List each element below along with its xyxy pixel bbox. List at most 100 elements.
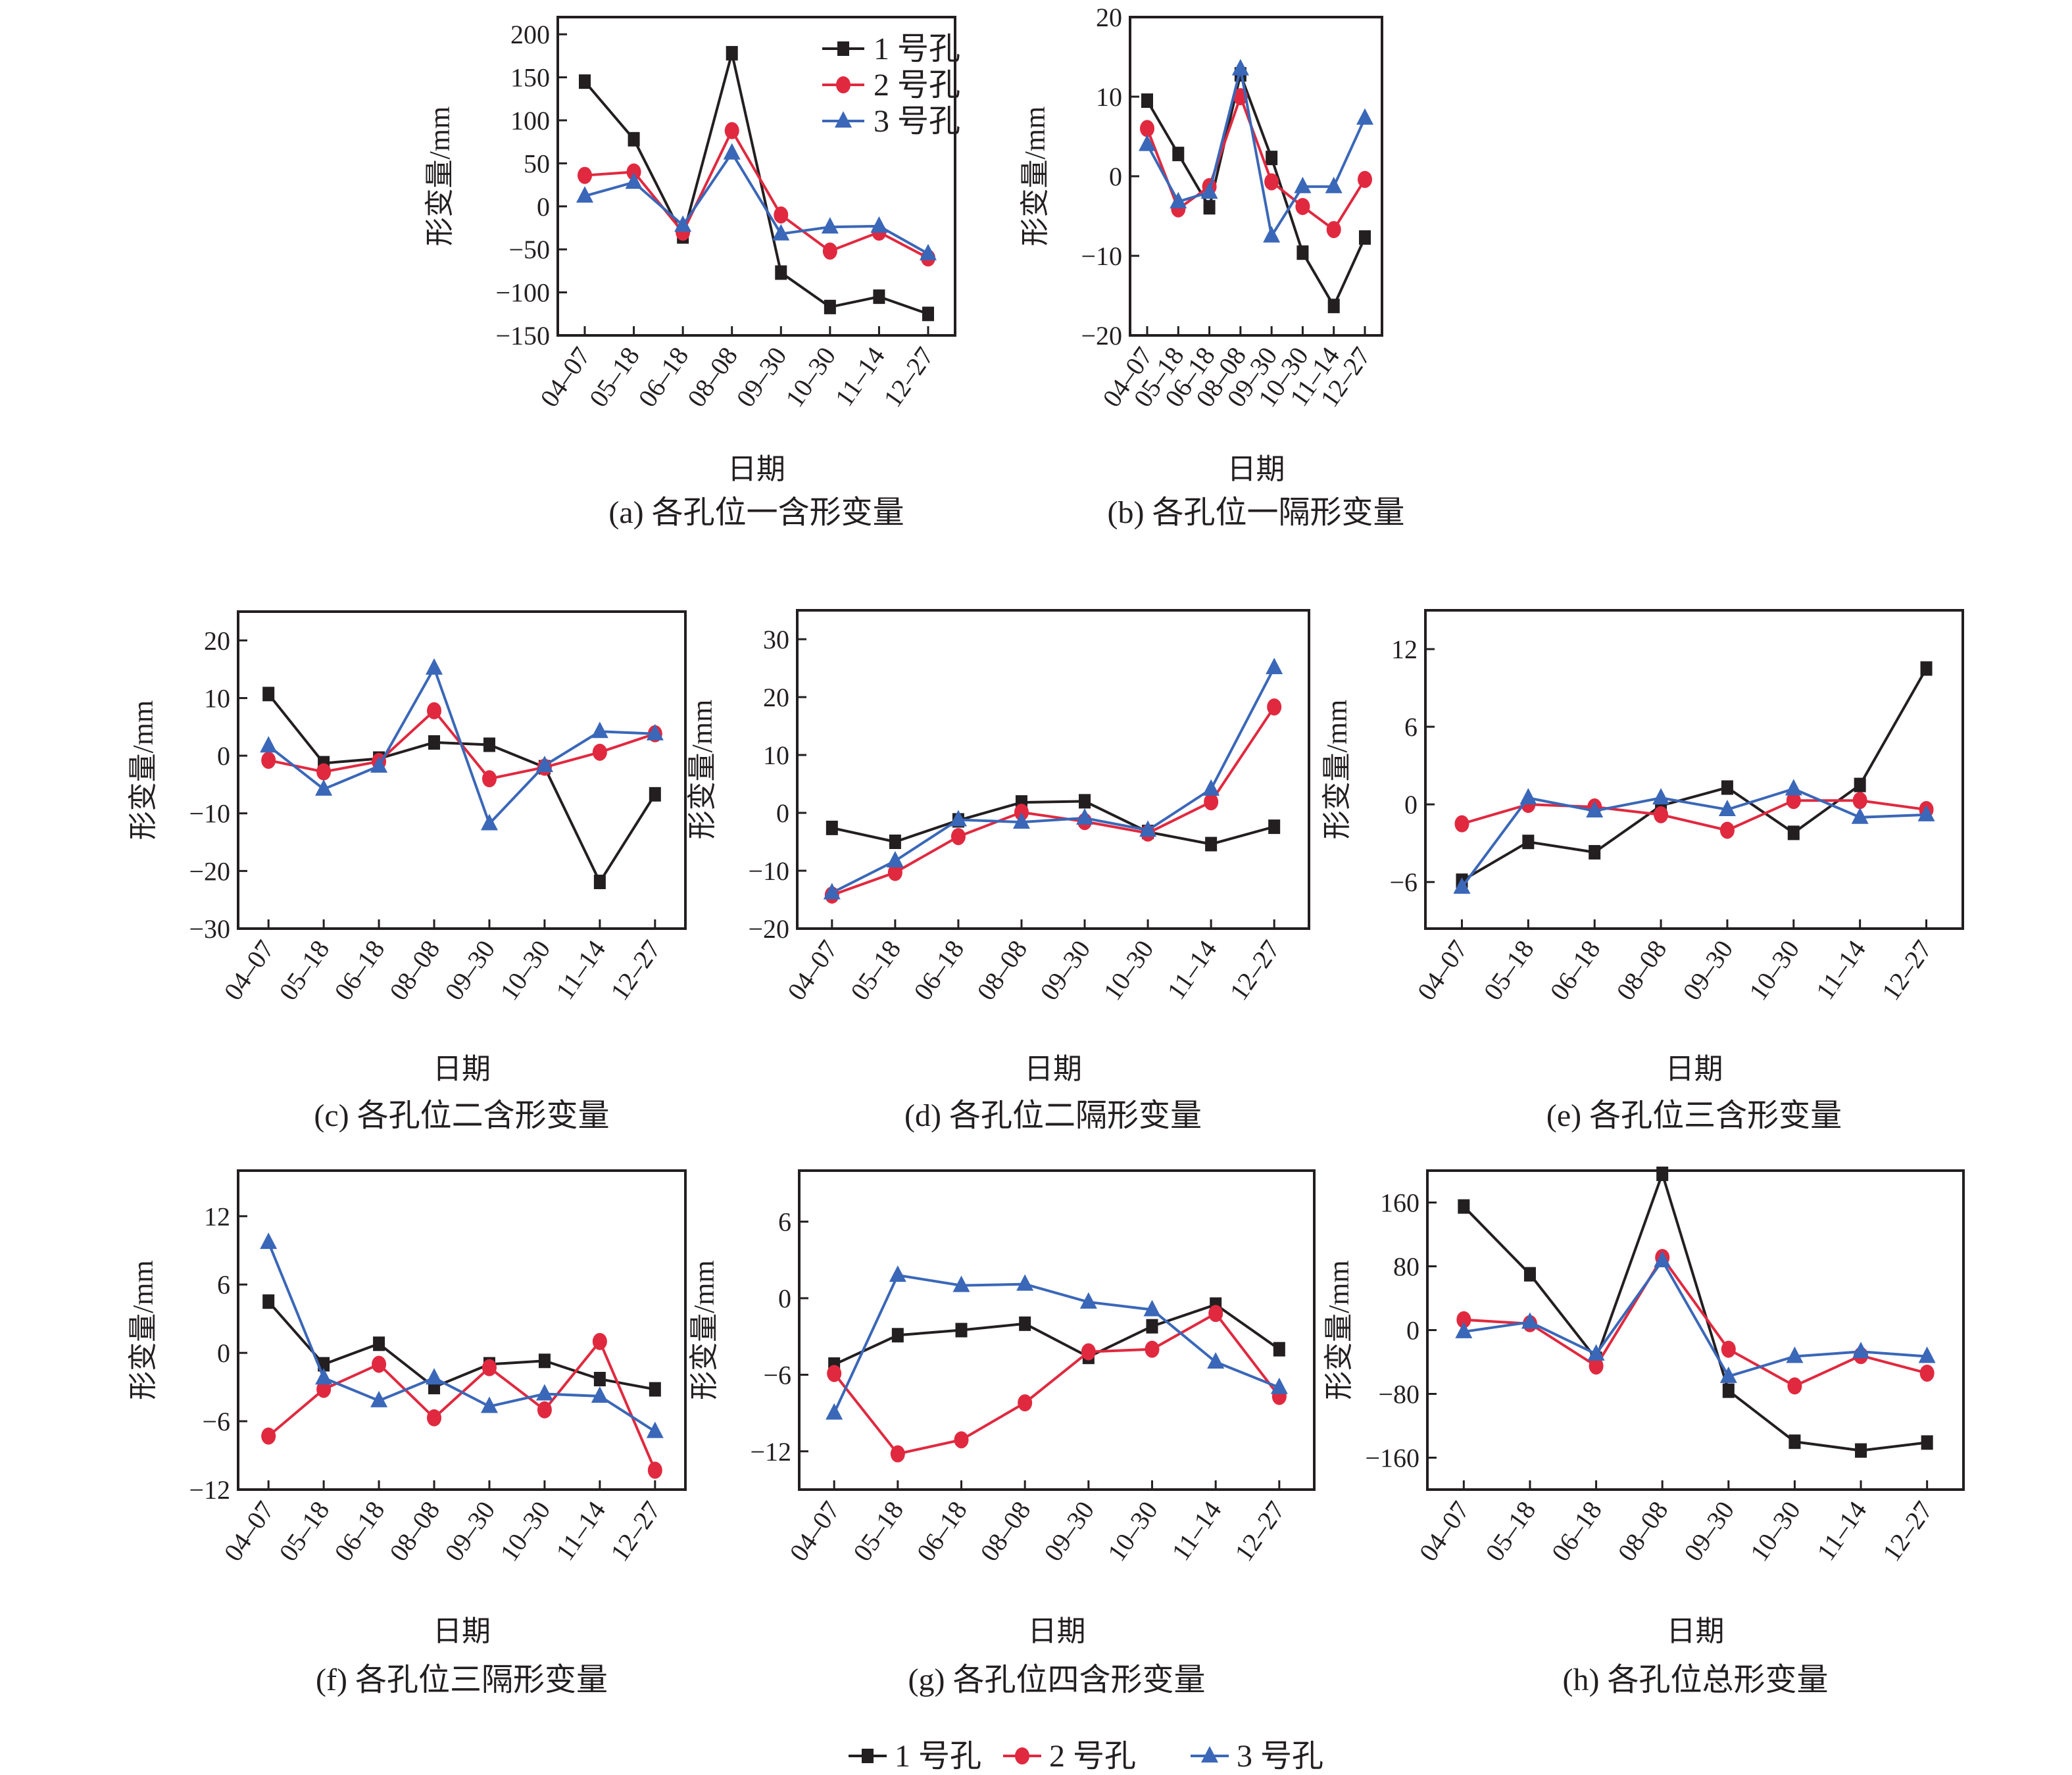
x-tick-label: 06–18 [1546, 1495, 1608, 1567]
series-s3 [1139, 59, 1373, 243]
data-point [427, 702, 442, 719]
data-point [1787, 1377, 1802, 1395]
data-point [952, 1275, 970, 1292]
legend-marker [835, 111, 852, 128]
y-tick-label: 30 [763, 625, 789, 654]
x-tick-label: 11–14 [1811, 1495, 1872, 1566]
data-point [774, 206, 789, 224]
data-point [1721, 1340, 1736, 1358]
y-tick-label: 50 [524, 149, 550, 178]
data-point [870, 216, 888, 233]
series-line [584, 150, 929, 255]
series-s2 [1140, 88, 1372, 239]
y-tick-label: 80 [1393, 1252, 1419, 1282]
data-point [1358, 230, 1371, 245]
data-point [592, 1332, 607, 1350]
data-point [1273, 1342, 1285, 1357]
plot-frame [796, 609, 1310, 930]
x-tick-label: 10–30 [1744, 1495, 1806, 1567]
y-tick-label: −160 [1365, 1444, 1419, 1473]
y-axis-title: 形变量/mm [424, 107, 456, 247]
data-point [954, 1431, 969, 1449]
data-point [260, 1232, 278, 1250]
series-s3 [576, 143, 937, 260]
x-tick-label: 04–07 [218, 1495, 280, 1567]
data-point [1019, 1316, 1031, 1331]
panel-caption: (a) 各孔位一含形变量 [608, 495, 904, 530]
data-point [1721, 780, 1733, 795]
data-point [824, 299, 836, 314]
y-tick-label: 6 [1404, 712, 1418, 742]
x-tick-label: 06–18 [632, 341, 694, 412]
data-point [1202, 779, 1220, 796]
x-tick-label: 11–14 [550, 1495, 611, 1566]
data-point [1326, 221, 1341, 239]
data-point [1523, 1267, 1536, 1282]
data-point [1522, 835, 1535, 850]
data-point [775, 265, 787, 280]
x-tick-label: 10–30 [779, 341, 841, 412]
series-s1 [1456, 661, 1933, 888]
data-point [1454, 815, 1469, 833]
y-tick-label: 0 [776, 798, 789, 828]
data-point [481, 770, 497, 788]
x-tick-label: 04–07 [781, 935, 843, 1006]
data-point [261, 752, 276, 769]
y-axis-title: 形变量/mm [686, 700, 718, 840]
y-tick-label: −10 [1081, 241, 1122, 271]
x-tick-label: 05–18 [1477, 935, 1539, 1006]
x-tick-label: 08–08 [383, 1495, 445, 1567]
data-point [315, 779, 333, 796]
plot-frame [556, 16, 956, 337]
data-point [1453, 877, 1471, 894]
legend-marker [862, 1749, 874, 1763]
legend-label: 1 号孔 [895, 1739, 981, 1774]
x-tick-label: 10–30 [494, 935, 556, 1006]
y-tick-label: 0 [778, 1284, 791, 1313]
x-tick-label: 08–08 [681, 341, 743, 412]
series-s3 [260, 1232, 664, 1438]
x-tick-label: 11–14 [550, 935, 611, 1005]
y-tick-label: −20 [748, 914, 789, 944]
y-tick-label: −12 [750, 1437, 791, 1467]
y-axis-title: 形变量/mm [688, 1260, 720, 1400]
data-point [891, 1328, 904, 1343]
data-point [1140, 120, 1155, 137]
data-point [1852, 1342, 1870, 1359]
data-point [1266, 658, 1283, 675]
series-s1 [1141, 67, 1371, 314]
x-tick-label: 09–30 [730, 341, 792, 412]
x-tick-label: 04–07 [218, 935, 280, 1006]
series-line [584, 128, 929, 260]
x-tick-label: 04–07 [534, 341, 596, 412]
data-point [593, 1371, 606, 1386]
data-point [873, 289, 885, 304]
data-point [674, 215, 692, 232]
data-point [483, 737, 495, 752]
data-point [1205, 837, 1218, 852]
x-axis-title: 日期 [728, 453, 785, 485]
data-point [315, 1368, 333, 1385]
x-tick-label: 05–18 [273, 1495, 335, 1567]
data-point [822, 242, 837, 260]
x-tick-label: 05–18 [847, 1495, 909, 1567]
data-point [772, 224, 790, 241]
chart-panel-f: 1260−6−1204–0705–1806–1808–0809–3010–301… [127, 1169, 687, 1697]
chart-panel-c: 20100−10−20−3004–0705–1806–1808–0809–301… [127, 610, 687, 1133]
data-point [1139, 134, 1156, 151]
data-point [1203, 200, 1216, 215]
y-tick-label: 6 [778, 1207, 791, 1237]
panel-caption: (d) 各孔位二隔形变量 [904, 1098, 1202, 1133]
y-axis-title: 形变量/mm [1321, 700, 1353, 840]
series-line [1464, 1255, 1928, 1388]
data-point [1357, 170, 1372, 188]
data-point [1654, 806, 1669, 823]
data-point [1786, 792, 1801, 810]
data-point [1079, 794, 1091, 809]
data-point [626, 163, 641, 181]
legend-marker [837, 41, 849, 56]
y-tick-label: −80 [1378, 1380, 1419, 1409]
data-point [821, 217, 839, 234]
data-point [1266, 151, 1278, 166]
